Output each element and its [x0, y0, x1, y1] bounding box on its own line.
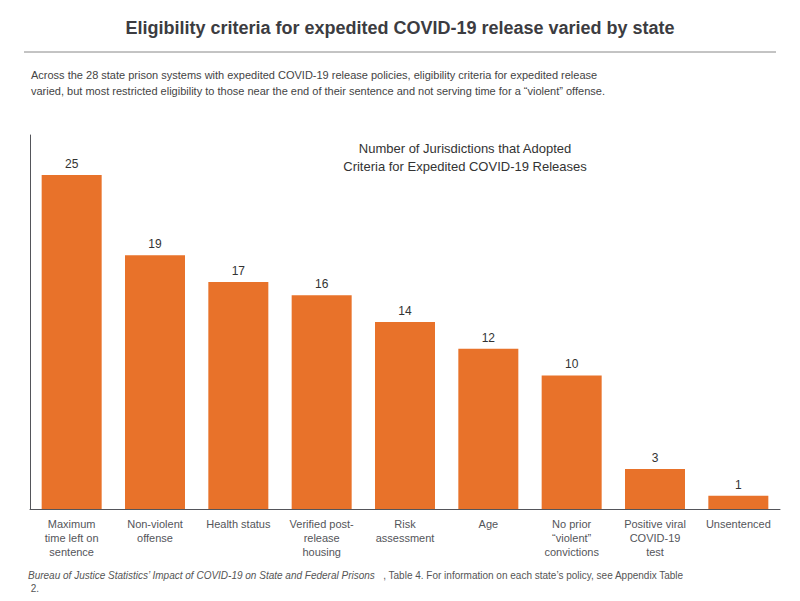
- svg-text:test: test: [646, 546, 664, 558]
- svg-text:Number of Jurisdictions that A: Number of Jurisdictions that Adopted: [359, 141, 571, 156]
- svg-text:14: 14: [398, 304, 412, 318]
- svg-text:housing: housing: [302, 546, 341, 558]
- svg-text:Verified post-: Verified post-: [290, 518, 355, 530]
- svg-text:COVID-19: COVID-19: [630, 532, 681, 544]
- svg-text:10: 10: [565, 357, 579, 371]
- svg-text:12: 12: [482, 331, 496, 345]
- svg-text:, Table 4. For information on: , Table 4. For information on each state…: [383, 570, 683, 581]
- svg-text:19: 19: [148, 237, 162, 251]
- svg-text:Positive viral: Positive viral: [624, 518, 686, 530]
- svg-text:3: 3: [652, 451, 659, 465]
- svg-text:Age: Age: [479, 518, 499, 530]
- svg-text:time left on: time left on: [45, 532, 99, 544]
- svg-text:Bureau of Justice Statistics’: Bureau of Justice Statistics’ Impact of …: [28, 570, 375, 581]
- svg-text:1: 1: [735, 478, 742, 492]
- svg-text:25: 25: [65, 157, 79, 171]
- svg-text:Maximum: Maximum: [48, 518, 96, 530]
- svg-text:varied, but most restricted el: varied, but most restricted eligibility …: [31, 85, 605, 97]
- svg-text:Unsentenced: Unsentenced: [706, 518, 771, 530]
- svg-text:assessment: assessment: [376, 532, 435, 544]
- svg-text:Health status: Health status: [206, 518, 271, 530]
- svg-text:release: release: [304, 532, 340, 544]
- svg-text:sentence: sentence: [49, 546, 94, 558]
- svg-text:“violent”: “violent”: [552, 532, 591, 544]
- svg-text:convictions: convictions: [544, 546, 599, 558]
- svg-text:Across the 28 state prison sys: Across the 28 state prison systems with …: [31, 69, 597, 81]
- svg-text:Risk: Risk: [394, 518, 416, 530]
- svg-text:Criteria for Expedited COVID-1: Criteria for Expedited COVID-19 Releases: [343, 159, 587, 174]
- svg-text:No prior: No prior: [552, 518, 591, 530]
- svg-text:16: 16: [315, 277, 329, 291]
- svg-text:2.: 2.: [28, 583, 39, 594]
- svg-text:Eligibility criteria for exped: Eligibility criteria for expedited COVID…: [125, 18, 674, 38]
- svg-text:Non-violent: Non-violent: [127, 518, 183, 530]
- svg-text:offense: offense: [137, 532, 173, 544]
- svg-text:17: 17: [232, 264, 246, 278]
